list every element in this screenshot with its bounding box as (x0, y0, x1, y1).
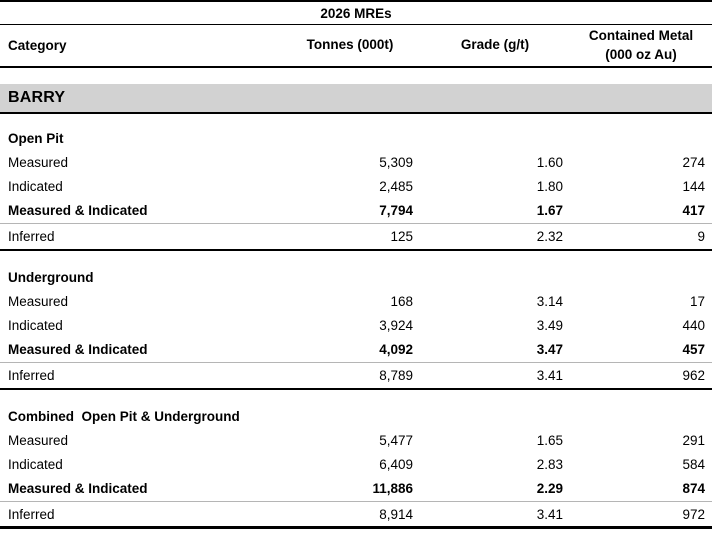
column-header-grade: Grade (g/t) (460, 37, 530, 53)
group-band: BARRY (0, 84, 712, 114)
section-title-row: Combined Open Pit & Underground (0, 404, 712, 428)
row-category: Measured (8, 154, 69, 170)
spacer (0, 68, 712, 84)
row-category: Indicated (8, 178, 63, 194)
table-row-indicated: Indicated 3,924 3.49 440 (0, 313, 712, 337)
cell-tonnes: 5,477 (379, 432, 413, 448)
cell-metal: 291 (682, 432, 705, 448)
cell-tonnes: 8,914 (379, 506, 413, 522)
column-header-contained-metal-line1: Contained Metal (588, 28, 694, 44)
cell-grade: 3.41 (536, 368, 563, 383)
section-open-pit: Open Pit Measured 5,309 1.60 274 Indicat… (0, 126, 712, 251)
table-row-indicated: Indicated 6,409 2.83 584 (0, 452, 712, 476)
spacer (0, 114, 712, 126)
cell-tonnes: 5,309 (379, 154, 413, 170)
cell-metal: 274 (682, 154, 705, 170)
section-underground: Underground Measured 168 3.14 17 Indicat… (0, 265, 712, 390)
cell-metal: 17 (689, 293, 705, 309)
table-title: 2026 MREs (320, 5, 392, 21)
cell-grade: 1.60 (536, 154, 563, 170)
table-row-measured: Measured 5,477 1.65 291 (0, 428, 712, 452)
row-category: Inferred (8, 229, 55, 244)
cell-metal: 144 (682, 178, 705, 194)
cell-metal: 962 (682, 368, 705, 383)
row-category: Inferred (8, 506, 55, 522)
row-category: Measured (8, 432, 69, 448)
table-row-measured-indicated: Measured & Indicated 4,092 3.47 457 (0, 337, 712, 362)
table-row-inferred: Inferred 8,914 3.41 972 (0, 501, 712, 529)
row-category: Indicated (8, 317, 63, 333)
cell-grade: 2.32 (536, 229, 563, 244)
table-row-measured: Measured 5,309 1.60 274 (0, 150, 712, 174)
table-row-indicated: Indicated 2,485 1.80 144 (0, 174, 712, 198)
cell-grade: 2.83 (536, 456, 563, 472)
section-title-row: Open Pit (0, 126, 712, 150)
cell-metal: 874 (682, 481, 705, 496)
cell-metal: 972 (682, 506, 705, 522)
cell-tonnes: 7,794 (379, 203, 413, 218)
cell-tonnes: 3,924 (379, 317, 413, 333)
cell-grade: 3.49 (536, 317, 563, 333)
section-title: Combined Open Pit & Underground (8, 408, 240, 424)
table-row-inferred: Inferred 8,789 3.41 962 (0, 362, 712, 390)
cell-grade: 3.14 (536, 293, 563, 309)
section-title-row: Underground (0, 265, 712, 289)
row-category: Indicated (8, 456, 63, 472)
cell-grade: 1.80 (536, 178, 563, 194)
table-title-row: 2026 MREs (0, 0, 712, 25)
cell-tonnes: 6,409 (379, 456, 413, 472)
row-category: Measured & Indicated (8, 342, 148, 357)
table-row-measured: Measured 168 3.14 17 (0, 289, 712, 313)
cell-grade: 2.29 (536, 481, 563, 496)
row-category: Inferred (8, 368, 55, 383)
row-category: Measured (8, 293, 69, 309)
cell-tonnes: 125 (390, 229, 413, 244)
column-header-row: Category Tonnes (000t) Grade (g/t) Conta… (0, 25, 712, 68)
cell-metal: 440 (682, 317, 705, 333)
cell-tonnes: 168 (390, 293, 413, 309)
cell-grade: 1.65 (536, 432, 563, 448)
cell-tonnes: 4,092 (379, 342, 413, 357)
cell-metal: 584 (682, 456, 705, 472)
cell-grade: 1.67 (536, 203, 563, 218)
column-header-tonnes: Tonnes (000t) (306, 37, 394, 53)
group-band-label: BARRY (8, 89, 66, 106)
table-row-measured-indicated: Measured & Indicated 11,886 2.29 874 (0, 476, 712, 501)
table-row-inferred: Inferred 125 2.32 9 (0, 223, 712, 251)
table-row-measured-indicated: Measured & Indicated 7,794 1.67 417 (0, 198, 712, 223)
section-combined: Combined Open Pit & Underground Measured… (0, 404, 712, 529)
column-header-category: Category (8, 38, 67, 53)
cell-tonnes: 11,886 (372, 481, 413, 496)
cell-grade: 3.47 (536, 342, 563, 357)
row-category: Measured & Indicated (8, 481, 148, 496)
cell-grade: 3.41 (536, 506, 563, 522)
section-title: Underground (8, 269, 94, 285)
column-header-contained-metal-line2: (000 oz Au) (605, 46, 677, 62)
cell-metal: 457 (682, 342, 705, 357)
cell-metal: 417 (682, 203, 705, 218)
column-header-contained-metal: Contained Metal (000 oz Au) (570, 27, 712, 63)
cell-metal: 9 (697, 229, 705, 244)
section-title: Open Pit (8, 130, 64, 146)
cell-tonnes: 8,789 (379, 368, 413, 383)
row-category: Measured & Indicated (8, 203, 148, 218)
cell-tonnes: 2,485 (379, 178, 413, 194)
